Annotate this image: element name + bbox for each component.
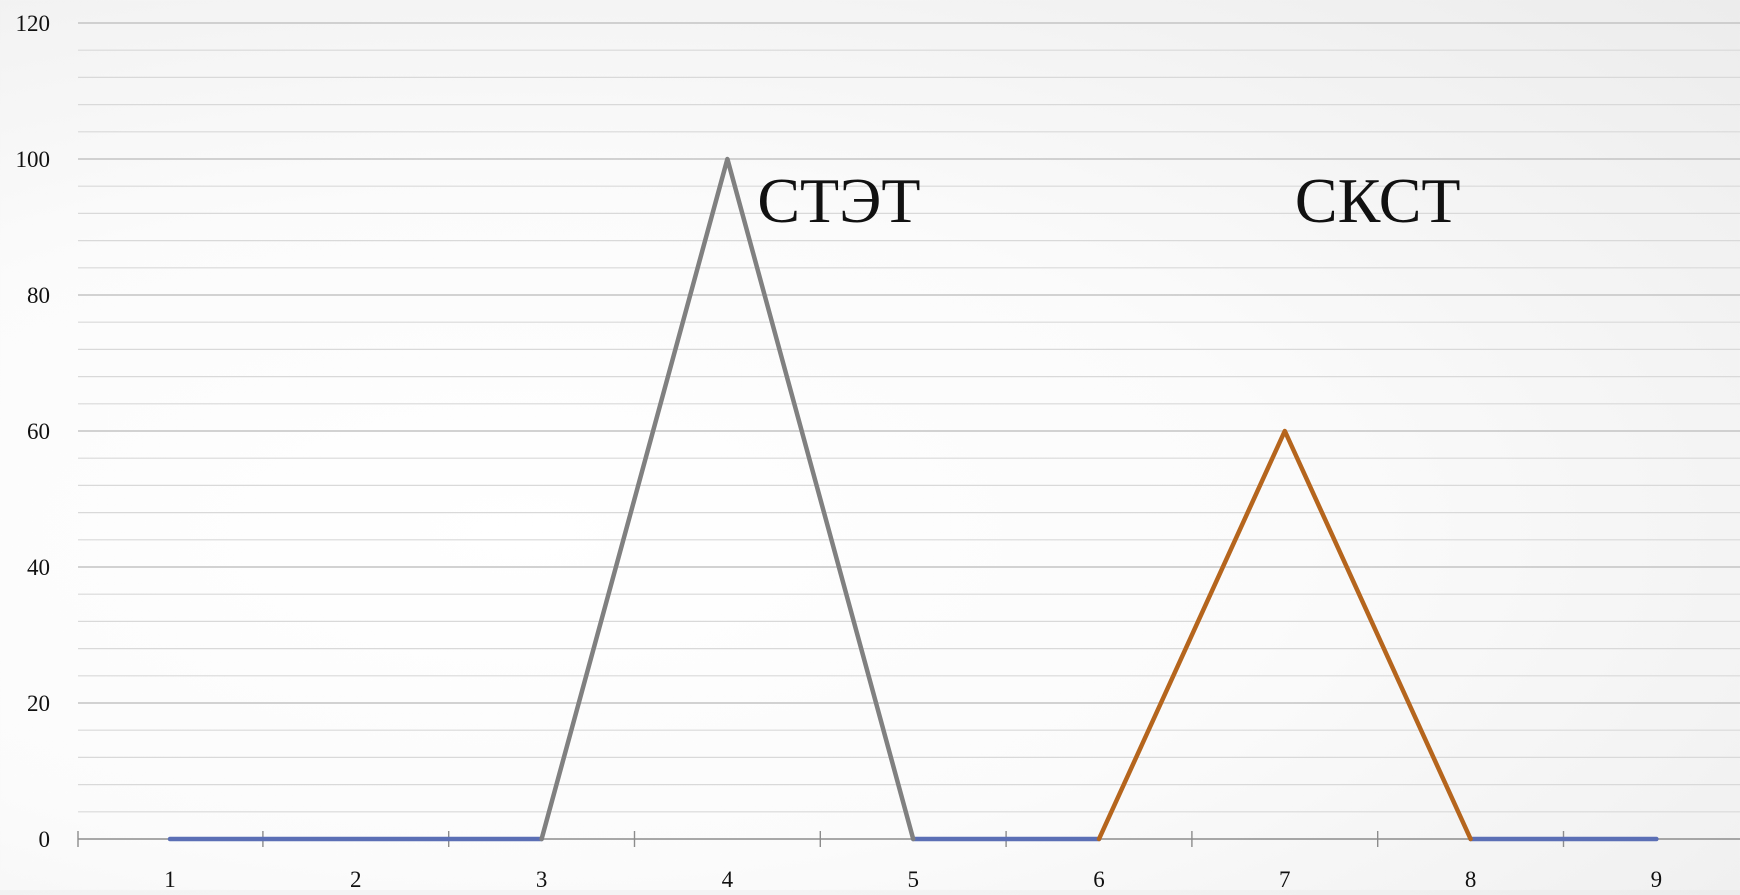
y-tick-label: 120 (16, 11, 51, 36)
annotation-label: СКСТ (1295, 165, 1461, 236)
grid-layer (78, 23, 1740, 812)
series-2-line (542, 159, 914, 839)
series-layer (170, 159, 1656, 839)
x-tick-label: 1 (164, 867, 176, 890)
x-tick-label: 6 (1093, 867, 1105, 890)
y-tick-label: 20 (27, 691, 50, 716)
y-tick-label: 60 (27, 419, 50, 444)
y-tick-label: 80 (27, 283, 50, 308)
x-tick-label: 8 (1465, 867, 1477, 890)
annotation-layer: СТЭТ СКСТ (757, 165, 1460, 236)
annotation-label: СТЭТ (757, 165, 920, 236)
y-tick-label: 100 (16, 147, 51, 172)
x-tick-label: 7 (1279, 867, 1291, 890)
x-tick-label: 2 (350, 867, 362, 890)
axis-layer: 0 20 40 60 80 100 120 1 2 3 4 5 6 7 8 9 (16, 11, 1740, 890)
y-tick-label: 40 (27, 555, 50, 580)
x-tick-label: 5 (907, 867, 919, 890)
series-3-line (1099, 431, 1471, 839)
x-tick-label: 3 (536, 867, 548, 890)
x-tick-label: 4 (722, 867, 734, 890)
x-tick-label: 9 (1651, 867, 1663, 890)
y-tick-label: 0 (39, 827, 51, 852)
